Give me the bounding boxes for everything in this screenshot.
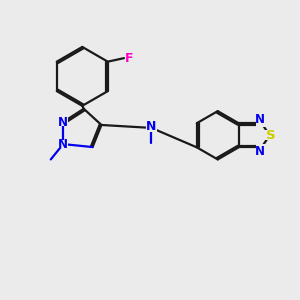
Bar bbox=[58, 118, 68, 126]
Text: N: N bbox=[58, 138, 68, 151]
Text: S: S bbox=[266, 129, 276, 142]
Text: F: F bbox=[125, 52, 134, 64]
Text: N: N bbox=[255, 112, 265, 126]
Bar bbox=[256, 119, 267, 127]
Bar bbox=[58, 140, 68, 148]
Bar bbox=[256, 144, 267, 151]
Text: N: N bbox=[58, 116, 68, 128]
Text: N: N bbox=[146, 120, 157, 133]
Text: N: N bbox=[255, 145, 265, 158]
Bar bbox=[262, 130, 277, 140]
Bar bbox=[146, 124, 158, 132]
